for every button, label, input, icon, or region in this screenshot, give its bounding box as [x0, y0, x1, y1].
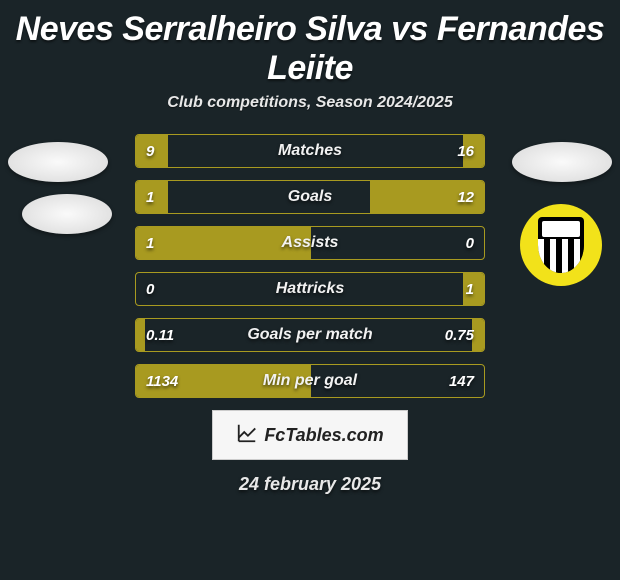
player-right-club-badge: [520, 204, 602, 286]
stat-fill-right: [463, 273, 484, 305]
stat-gap: [145, 319, 472, 351]
stat-fill-right: [463, 135, 484, 167]
stat-row: Assists10: [135, 226, 485, 260]
stat-fill-left: [136, 135, 168, 167]
player-right-badge-ellipse: [512, 142, 612, 182]
stats-section: Matches916 Goals112 Assists10 Hattricks01 Go…: [0, 134, 620, 398]
stat-fill-right: [370, 181, 484, 213]
stat-bars-container: Matches916 Goals112 Assists10 Hattricks01 Go…: [135, 134, 485, 398]
logo-text: FcTables.com: [264, 425, 383, 446]
stat-fill-right: [472, 319, 484, 351]
stat-fill-left: [136, 181, 168, 213]
stat-gap: [168, 181, 371, 213]
stat-gap: [311, 365, 484, 397]
stat-fill-left: [136, 227, 311, 259]
subtitle: Club competitions, Season 2024/2025: [0, 94, 620, 112]
stat-row: Goals per match0.110.75: [135, 318, 485, 352]
stat-row: Min per goal1134147: [135, 364, 485, 398]
stat-fill-left: [136, 319, 145, 351]
fctables-logo[interactable]: FcTables.com: [212, 410, 408, 460]
club-shield-icon: [538, 217, 584, 273]
stat-fill-left: [136, 365, 311, 397]
stat-row: Goals112: [135, 180, 485, 214]
page-title: Neves Serralheiro Silva vs Fernandes Lei…: [0, 0, 620, 94]
stat-gap: [168, 135, 464, 167]
stat-row: Hattricks01: [135, 272, 485, 306]
stat-gap: [136, 273, 463, 305]
comparison-date: 24 february 2025: [0, 474, 620, 495]
player-left-badge-2: [22, 194, 112, 234]
stat-gap: [311, 227, 484, 259]
chart-icon: [236, 422, 258, 449]
player-left-badge-1: [8, 142, 108, 182]
stat-row: Matches916: [135, 134, 485, 168]
